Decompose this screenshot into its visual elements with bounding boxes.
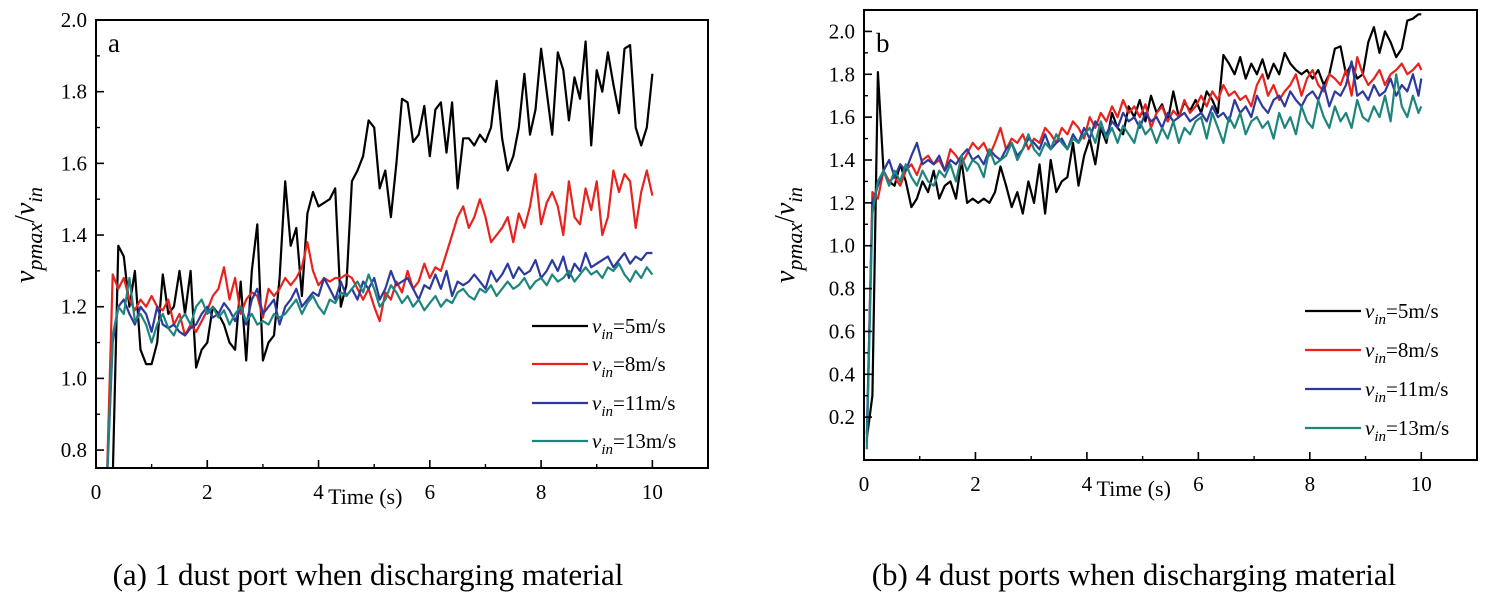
panel-label: b bbox=[876, 28, 890, 58]
y-tick-label: 2.0 bbox=[61, 8, 87, 32]
y-axis-label: vpmax/vin bbox=[10, 187, 47, 283]
x-tick-label: 4 bbox=[1082, 472, 1093, 496]
x-axis-label: Time (s) bbox=[328, 484, 402, 509]
plot-frame bbox=[863, 9, 1478, 461]
legend-label: vin=13m/s bbox=[592, 429, 676, 458]
chart-a: 0 2 4 6 8 10 0.8 1.0 1.2 1.4 1.6 1.8 2.0 a Time (s) vpm… bbox=[10, 8, 709, 509]
series-line-11m-s bbox=[865, 60, 1423, 435]
x-tick-label: 8 bbox=[536, 480, 547, 504]
series-line-5m-s bbox=[865, 13, 1422, 439]
x-tick-label: 10 bbox=[1411, 472, 1432, 496]
x-tick-label: 6 bbox=[425, 480, 436, 504]
series-line-8m-s bbox=[106, 169, 654, 468]
y-tick-label: 1.8 bbox=[829, 62, 855, 86]
y-tick-label: 1.0 bbox=[829, 234, 855, 258]
x-tick-label: 0 bbox=[91, 480, 102, 504]
x-tick-label: 10 bbox=[642, 480, 663, 504]
y-tick-label: 1.0 bbox=[61, 366, 87, 390]
series-line-13m-s bbox=[106, 262, 654, 468]
chart-b: 0 2 4 6 8 10 0.2 0.4 0.6 0.8 1.0 1.2 1.4 1.6 1.8 2.0 b Ti… bbox=[770, 9, 1478, 501]
x-tick-label: 8 bbox=[1305, 472, 1316, 496]
y-tick-label: 0.6 bbox=[829, 319, 855, 343]
panel-label: a bbox=[108, 28, 120, 58]
y-tick-label: 1.4 bbox=[829, 148, 856, 172]
y-axis-label: vpmax/vin bbox=[770, 187, 807, 283]
plot-frame bbox=[95, 19, 709, 469]
y-tick-label: 0.8 bbox=[829, 277, 855, 301]
x-tick-label: 0 bbox=[859, 472, 870, 496]
series-line-5m-s bbox=[111, 40, 654, 468]
x-tick-label: 2 bbox=[202, 480, 213, 504]
y-tick-label: 1.6 bbox=[829, 105, 855, 129]
series-line-11m-s bbox=[106, 251, 653, 468]
legend-label: vin=5m/s bbox=[1365, 299, 1439, 328]
y-tick-label: 1.4 bbox=[61, 223, 88, 247]
x-tick-label: 2 bbox=[970, 472, 981, 496]
y-tick-label: 0.2 bbox=[829, 405, 855, 429]
legend-label: vin=8m/s bbox=[592, 352, 666, 381]
caption-a: (a) 1 dust port when discharging materia… bbox=[113, 557, 624, 592]
y-tick-label: 1.6 bbox=[61, 151, 87, 175]
y-tick-label: 1.8 bbox=[61, 80, 87, 104]
y-tick-label: 1.2 bbox=[829, 191, 855, 215]
y-tick-label: 0.4 bbox=[829, 362, 856, 386]
y-tick-label: 0.8 bbox=[61, 438, 87, 462]
x-axis-label: Time (s) bbox=[1097, 476, 1171, 501]
y-tick-label: 1.2 bbox=[61, 295, 87, 319]
legend-label: vin=8m/s bbox=[1365, 338, 1439, 367]
caption-b: (b) 4 dust ports when discharging materi… bbox=[872, 557, 1397, 592]
legend-label: vin=11m/s bbox=[592, 391, 675, 420]
x-tick-label: 4 bbox=[313, 480, 324, 504]
x-tick-label: 6 bbox=[1193, 472, 1204, 496]
legend-label: vin=5m/s bbox=[592, 314, 666, 343]
series-line-13m-s bbox=[865, 73, 1423, 450]
y-tick-label: 2.0 bbox=[829, 19, 855, 43]
legend-label: vin=11m/s bbox=[1365, 377, 1448, 406]
legend-label: vin=13m/s bbox=[1365, 416, 1449, 445]
